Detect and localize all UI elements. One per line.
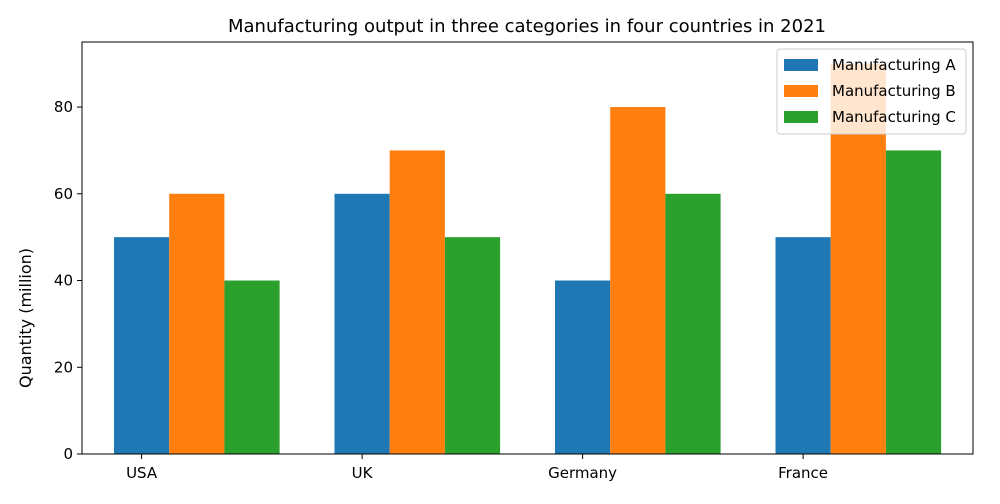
legend-swatch-1 bbox=[784, 85, 818, 97]
x-tick-label-3: France bbox=[778, 464, 828, 482]
legend-label-1: Manufacturing B bbox=[832, 82, 956, 100]
legend: Manufacturing A Manufacturing B Manufactur… bbox=[776, 48, 967, 135]
bar-2-2 bbox=[665, 193, 721, 455]
y-tick-label-2: 40 bbox=[54, 272, 73, 290]
bar-1-0 bbox=[334, 193, 390, 455]
legend-box bbox=[776, 48, 967, 135]
y-tick-label-1: 20 bbox=[54, 358, 73, 376]
y-tick-label-0: 0 bbox=[63, 445, 73, 463]
bar-2-1 bbox=[610, 107, 666, 455]
y-tick-label-4: 80 bbox=[54, 98, 73, 116]
x-tick-label-0: USA bbox=[126, 464, 158, 482]
plot-frame bbox=[81, 41, 974, 455]
chart-title: Manufacturing output in three categories… bbox=[228, 16, 826, 37]
y-tick-label-3: 60 bbox=[54, 185, 73, 203]
bar-2-0 bbox=[555, 280, 611, 454]
bar-3-2 bbox=[885, 150, 942, 455]
legend-label-0: Manufacturing A bbox=[832, 56, 956, 74]
bar-1-1 bbox=[389, 150, 445, 455]
axes-layer: 0 20 40 60 80 USA UK Germany France bbox=[54, 41, 974, 482]
bar-0-1 bbox=[169, 193, 225, 455]
x-tick-label-2: Germany bbox=[548, 464, 617, 482]
legend-swatch-2 bbox=[784, 111, 818, 123]
bars-layer bbox=[114, 63, 942, 455]
bar-0-0 bbox=[114, 237, 170, 454]
bar-1-2 bbox=[444, 237, 501, 454]
x-tick-label-1: UK bbox=[352, 464, 374, 482]
legend-label-2: Manufacturing C bbox=[832, 108, 956, 126]
bar-0-2 bbox=[224, 280, 280, 454]
y-axis-label: Quantity (million) bbox=[16, 248, 35, 388]
legend-swatch-0 bbox=[784, 59, 818, 71]
bar-3-0 bbox=[775, 237, 831, 454]
